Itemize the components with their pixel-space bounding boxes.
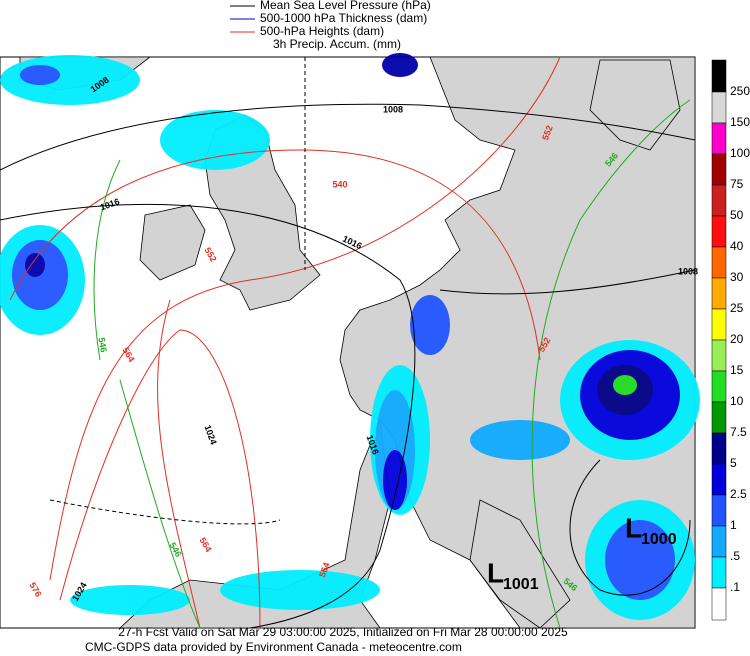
contour-label: 1008 — [383, 104, 403, 114]
low-value: 1000 — [641, 531, 677, 548]
footer: 27-h Fcst Valid on Sat Mar 29 03:00:00 2… — [85, 625, 568, 654]
low-letter: L — [625, 512, 642, 543]
colorbar-label: 30 — [730, 270, 744, 284]
footer-line: 27-h Fcst Valid on Sat Mar 29 03:00:00 2… — [118, 625, 568, 639]
map — [0, 53, 700, 629]
colorbar-box — [711, 463, 727, 496]
colorbar-box — [711, 308, 727, 341]
colorbar-box — [711, 432, 727, 465]
colorbar-label: 20 — [730, 332, 744, 346]
colorbar-box — [711, 556, 727, 589]
colorbar-label: 50 — [730, 208, 744, 222]
colorbar-box — [711, 59, 727, 93]
low-value: 1001 — [503, 576, 539, 593]
legend-label: 500-hPa Heights (dam) — [260, 24, 384, 38]
colorbar-box — [711, 525, 727, 558]
colorbar-label: 25 — [730, 301, 744, 315]
colorbar-box — [711, 587, 727, 621]
colorbar: 250 150 100 75 50 40 30 25 20 15 10 7.5 5 2.5 1 .5 .1 — [711, 59, 750, 621]
colorbar-box — [711, 370, 727, 403]
colorbar-label: 250 — [730, 84, 750, 98]
legend: Mean Sea Level Pressure (hPa)500-1000 hP… — [230, 0, 431, 51]
colorbar-label: 10 — [730, 394, 744, 408]
legend-label: Mean Sea Level Pressure (hPa) — [260, 0, 431, 12]
contour-label: 564 — [317, 561, 332, 579]
colorbar-label: 2.5 — [730, 487, 747, 501]
contour-label: 1008 — [678, 266, 698, 276]
colorbar-box — [711, 184, 727, 217]
colorbar-label: 15 — [730, 363, 744, 377]
colorbar-box — [711, 494, 727, 527]
colorbar-label: 150 — [730, 115, 750, 129]
colorbar-box — [711, 246, 727, 279]
colorbar-box — [711, 215, 727, 248]
colorbar-box — [711, 277, 727, 310]
contour-label: 540 — [332, 179, 347, 189]
contour-label: 552 — [540, 124, 555, 142]
colorbar-label: 75 — [730, 177, 744, 191]
colorbar-label: .1 — [730, 580, 740, 594]
legend-label: 500-1000 hPa Thickness (dam) — [260, 11, 427, 25]
footer-line: CMC-GDPS data provided by Environment Ca… — [85, 640, 462, 654]
low-letter: L — [487, 557, 504, 588]
map-labels: 1008100810161016100810161024102454055256… — [27, 75, 698, 603]
colorbar-label: 5 — [730, 456, 737, 470]
colorbar-box — [711, 153, 727, 186]
colorbar-box — [711, 401, 727, 434]
colorbar-box — [711, 91, 727, 124]
legend-label: 3h Precip. Accum. (mm) — [273, 37, 401, 51]
colorbar-label: 40 — [730, 239, 744, 253]
colorbar-box — [711, 339, 727, 372]
colorbar-label: 100 — [730, 146, 750, 160]
contour-label: 546 — [96, 337, 108, 354]
colorbar-box — [711, 122, 727, 155]
colorbar-label: 7.5 — [730, 425, 747, 439]
colorbar-label: 1 — [730, 518, 737, 532]
colorbar-label: .5 — [730, 549, 740, 563]
